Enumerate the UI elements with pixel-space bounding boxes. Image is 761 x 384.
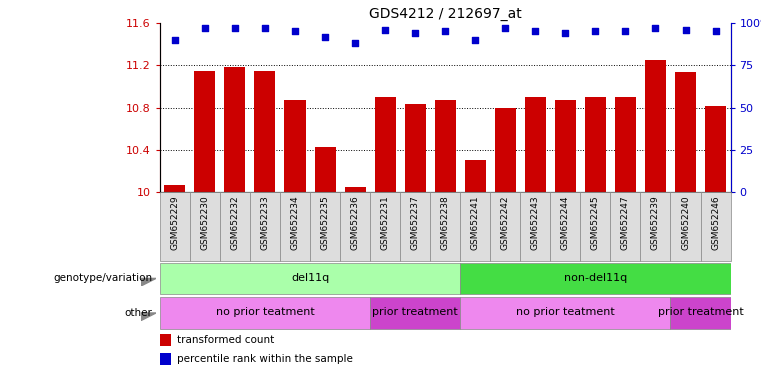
Point — [199, 25, 211, 31]
Point — [499, 25, 511, 31]
Point — [680, 27, 692, 33]
FancyBboxPatch shape — [460, 263, 731, 294]
Point — [469, 37, 481, 43]
Bar — [615, 97, 636, 192]
Bar — [194, 71, 215, 192]
Text: other: other — [124, 308, 152, 318]
Bar — [465, 160, 486, 192]
Point — [589, 28, 601, 35]
FancyBboxPatch shape — [160, 297, 370, 328]
Bar — [160, 353, 171, 365]
Text: GSM652235: GSM652235 — [320, 195, 330, 250]
Text: del11q: del11q — [291, 273, 329, 283]
FancyBboxPatch shape — [701, 192, 731, 261]
Bar — [224, 68, 245, 192]
Bar — [254, 71, 275, 192]
Bar — [525, 97, 546, 192]
Point — [379, 27, 391, 33]
Text: prior treatment: prior treatment — [658, 307, 743, 317]
Point — [619, 28, 632, 35]
FancyBboxPatch shape — [370, 297, 460, 328]
Point — [349, 40, 361, 46]
Bar — [314, 147, 336, 192]
FancyBboxPatch shape — [581, 192, 610, 261]
Text: prior treatment: prior treatment — [372, 307, 458, 317]
Point — [709, 28, 721, 35]
Text: GSM652245: GSM652245 — [591, 195, 600, 250]
Text: GSM652244: GSM652244 — [561, 195, 570, 250]
FancyBboxPatch shape — [430, 192, 460, 261]
Text: non-del11q: non-del11q — [564, 273, 627, 283]
Text: GSM652238: GSM652238 — [441, 195, 450, 250]
Bar — [585, 97, 606, 192]
Text: GSM652231: GSM652231 — [380, 195, 390, 250]
Point — [259, 25, 271, 31]
Polygon shape — [141, 278, 156, 286]
Bar — [705, 106, 726, 192]
Text: GSM652247: GSM652247 — [621, 195, 630, 250]
Text: GSM652241: GSM652241 — [471, 195, 479, 250]
Point — [319, 33, 331, 40]
Bar — [345, 187, 365, 192]
Text: transformed count: transformed count — [177, 335, 274, 345]
FancyBboxPatch shape — [160, 192, 189, 261]
FancyBboxPatch shape — [460, 297, 670, 328]
Bar — [495, 108, 516, 192]
Point — [289, 28, 301, 35]
Point — [229, 25, 241, 31]
FancyBboxPatch shape — [160, 263, 460, 294]
FancyBboxPatch shape — [490, 192, 521, 261]
FancyBboxPatch shape — [280, 192, 310, 261]
Text: GSM652234: GSM652234 — [291, 195, 300, 250]
Text: GSM652239: GSM652239 — [651, 195, 660, 250]
Point — [409, 30, 422, 36]
Bar — [435, 100, 456, 192]
FancyBboxPatch shape — [550, 192, 581, 261]
Point — [439, 28, 451, 35]
FancyBboxPatch shape — [610, 192, 641, 261]
Text: GSM652243: GSM652243 — [531, 195, 540, 250]
FancyBboxPatch shape — [340, 192, 370, 261]
FancyBboxPatch shape — [370, 192, 400, 261]
FancyBboxPatch shape — [460, 192, 490, 261]
Text: GSM652237: GSM652237 — [411, 195, 419, 250]
Text: GSM652246: GSM652246 — [711, 195, 720, 250]
Point — [169, 37, 181, 43]
FancyBboxPatch shape — [250, 192, 280, 261]
Text: genotype/variation: genotype/variation — [53, 273, 152, 283]
Bar — [405, 104, 425, 192]
FancyBboxPatch shape — [521, 192, 550, 261]
Bar — [164, 185, 186, 192]
Point — [649, 25, 661, 31]
Text: GSM652240: GSM652240 — [681, 195, 690, 250]
FancyBboxPatch shape — [641, 192, 670, 261]
Text: percentile rank within the sample: percentile rank within the sample — [177, 354, 353, 364]
Text: no prior teatment: no prior teatment — [516, 307, 615, 317]
Text: GSM652232: GSM652232 — [231, 195, 240, 250]
Text: GSM652236: GSM652236 — [351, 195, 359, 250]
Bar — [374, 97, 396, 192]
Bar — [160, 334, 171, 346]
Text: GSM652230: GSM652230 — [200, 195, 209, 250]
Text: no prior teatment: no prior teatment — [215, 307, 314, 317]
Text: GSM652229: GSM652229 — [170, 195, 180, 250]
FancyBboxPatch shape — [189, 192, 220, 261]
Text: GSM652242: GSM652242 — [501, 195, 510, 250]
FancyBboxPatch shape — [670, 297, 731, 328]
FancyBboxPatch shape — [310, 192, 340, 261]
FancyBboxPatch shape — [670, 192, 701, 261]
Polygon shape — [141, 313, 156, 321]
Bar — [675, 71, 696, 192]
Bar — [285, 100, 305, 192]
Point — [529, 28, 541, 35]
FancyBboxPatch shape — [220, 192, 250, 261]
Text: GSM652233: GSM652233 — [260, 195, 269, 250]
Point — [559, 30, 572, 36]
Bar — [555, 100, 576, 192]
FancyBboxPatch shape — [400, 192, 430, 261]
Title: GDS4212 / 212697_at: GDS4212 / 212697_at — [369, 7, 521, 21]
Bar — [645, 60, 666, 192]
